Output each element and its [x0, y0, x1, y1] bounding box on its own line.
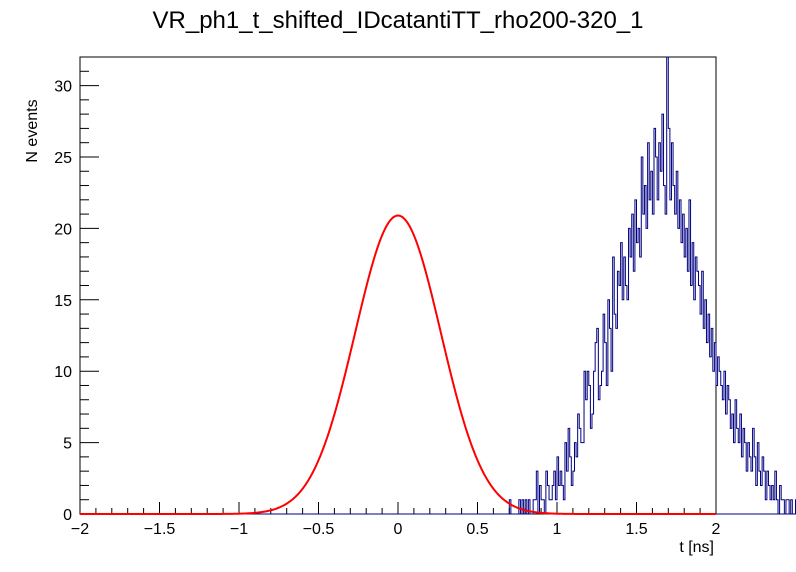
y-tick-label: 25	[54, 150, 72, 167]
fit-series	[80, 214, 716, 515]
x-tick-label: −2	[71, 521, 89, 538]
x-tick-label: 2	[712, 521, 721, 538]
x-axis: −2 −1.5 −1 −0.5 0 0.5 1 1.5 2	[71, 502, 721, 538]
histogram-steps	[80, 56, 796, 515]
x-tick-label: 0.5	[466, 521, 488, 538]
y-tick-label: 10	[54, 364, 72, 381]
y-tick-label: 30	[54, 79, 72, 96]
x-tick-label: 1.5	[625, 521, 647, 538]
gaussian-fit-curve	[80, 214, 716, 515]
y-tick-label: 20	[54, 221, 72, 238]
x-tick-label: −0.5	[303, 521, 335, 538]
y-tick-label: 15	[54, 293, 72, 310]
x-tick-label: −1.5	[144, 521, 176, 538]
histogram-series	[80, 56, 796, 515]
y-tick-label: 5	[63, 436, 72, 453]
x-tick-label: −1	[230, 521, 248, 538]
chart-title: VR_ph1_t_shifted_IDcatantiTT_rho200-320_…	[153, 7, 644, 34]
x-tick-label: 1	[553, 521, 562, 538]
x-axis-label: t [ns]	[679, 539, 714, 556]
y-axis: 0 5 10 15 20 25 30	[54, 56, 99, 524]
x-tick-label: 0	[394, 521, 403, 538]
y-axis-label: N events	[24, 99, 41, 162]
y-tick-label: 0	[63, 507, 72, 524]
